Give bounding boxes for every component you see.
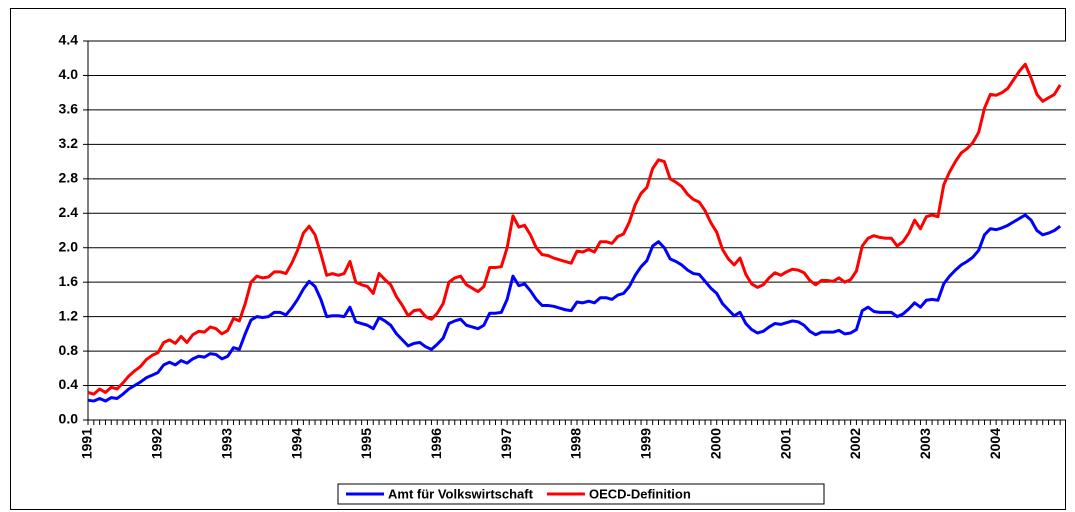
x-tick-label: 1998 — [568, 428, 584, 459]
y-tick-label: 1.6 — [59, 273, 79, 289]
x-tick-label: 2001 — [777, 428, 793, 459]
legend-label: Amt für Volkswirtschaft — [388, 486, 534, 501]
x-tick-label: 1993 — [218, 428, 234, 459]
x-tick-label: 2002 — [847, 428, 863, 459]
x-tick-label: 2000 — [707, 428, 723, 459]
y-tick-label: 1.2 — [59, 307, 79, 323]
y-tick-label: 0.0 — [59, 411, 79, 427]
x-tick-label: 1997 — [498, 428, 514, 459]
y-tick-label: 2.4 — [59, 204, 79, 220]
series-line — [87, 213, 1062, 403]
y-tick-label: 3.2 — [59, 135, 79, 151]
y-tick-label: 2.0 — [59, 238, 79, 254]
y-tick-label: 4.0 — [59, 66, 79, 82]
y-tick-label: 0.8 — [59, 342, 79, 358]
x-tick-label: 1995 — [358, 428, 374, 459]
x-tick-label: 1994 — [288, 428, 304, 459]
x-tick-label: 2003 — [917, 428, 933, 459]
legend: Amt für Volkswirtschaft OECD-Definition — [337, 483, 825, 505]
y-tick-label: 3.6 — [59, 101, 79, 117]
legend-label: OECD-Definition — [589, 486, 691, 501]
x-tick-label: 1992 — [149, 428, 165, 459]
series-line — [87, 62, 1062, 396]
x-tick-label: 1991 — [79, 428, 95, 459]
x-tick-label: 1996 — [428, 428, 444, 459]
y-tick-label: 2.8 — [59, 170, 79, 186]
x-tick-label: 1999 — [638, 428, 654, 459]
y-tick-label: 4.4 — [59, 32, 79, 48]
y-tick-label: 0.4 — [59, 376, 79, 392]
x-tick-label: 2004 — [987, 428, 1003, 459]
plot-area — [88, 41, 1066, 420]
